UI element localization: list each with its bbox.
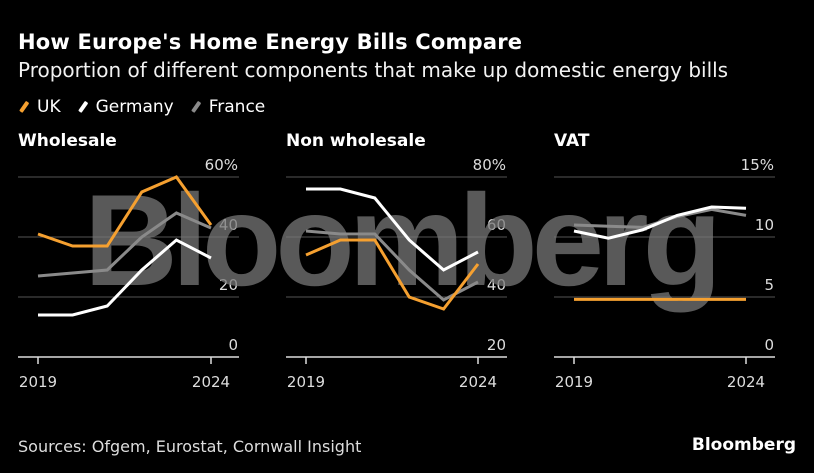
series-line-germany [306, 187, 479, 272]
y-tick-label: 40 [219, 216, 238, 234]
y-tick-label: 40 [487, 276, 506, 294]
y-tick-label: 60% [205, 156, 238, 174]
y-tick-label: 0 [228, 336, 238, 354]
y-tick-label: 80% [473, 156, 506, 174]
y-tick-label: 5 [764, 276, 774, 294]
series-line-uk [37, 175, 213, 248]
panel-title: VAT [554, 131, 590, 151]
chart-subtitle: Proportion of different components that … [18, 58, 729, 82]
legend-label: Germany [95, 97, 174, 117]
y-tick-label: 0 [764, 336, 774, 354]
chart-title: How Europe's Home Energy Bills Compare [18, 30, 523, 54]
y-tick-label: 20 [487, 336, 506, 354]
legend-label: UK [37, 97, 61, 117]
x-tick-label: 2019 [19, 373, 57, 391]
series-line-germany [38, 238, 212, 317]
series-line-germany [573, 205, 747, 240]
y-tick-label: 10 [755, 216, 774, 234]
legend: UK Germany France [18, 97, 265, 117]
x-tick-label: 2019 [287, 373, 325, 391]
x-tick-label: 2019 [555, 373, 593, 391]
legend-item-france: France [190, 97, 266, 117]
series-line-france [37, 211, 212, 278]
y-tick-label: 60 [487, 216, 506, 234]
y-tick-label: 20 [219, 276, 238, 294]
series-line-france [305, 229, 479, 302]
x-tick-label: 2024 [192, 373, 230, 391]
panel-title: Wholesale [18, 131, 117, 151]
x-tick-label: 2024 [727, 373, 765, 391]
legend-item-germany: Germany [77, 97, 174, 117]
source-note: Sources: Ofgem, Eurostat, Cornwall Insig… [18, 437, 362, 456]
y-tick-label: 15% [741, 156, 774, 174]
legend-item-uk: UK [18, 97, 61, 117]
series-line-uk [305, 238, 480, 311]
legend-label: France [208, 97, 266, 117]
x-tick-label: 2024 [459, 373, 497, 391]
panel-title: Non wholesale [286, 131, 426, 151]
bloomberg-logo: Bloomberg [691, 435, 796, 455]
